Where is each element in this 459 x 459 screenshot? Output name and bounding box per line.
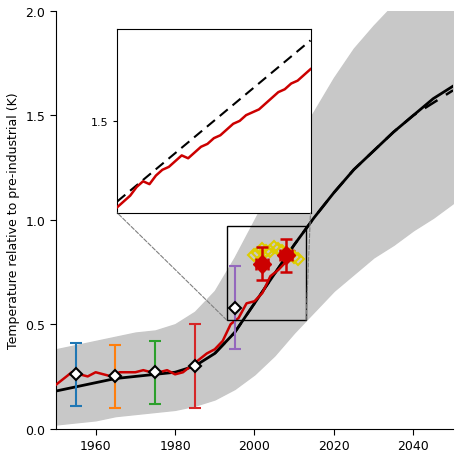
Bar [226, 227, 305, 320]
Y-axis label: Temperature relative to pre-industrial (K): Temperature relative to pre-industrial (… [7, 92, 20, 348]
